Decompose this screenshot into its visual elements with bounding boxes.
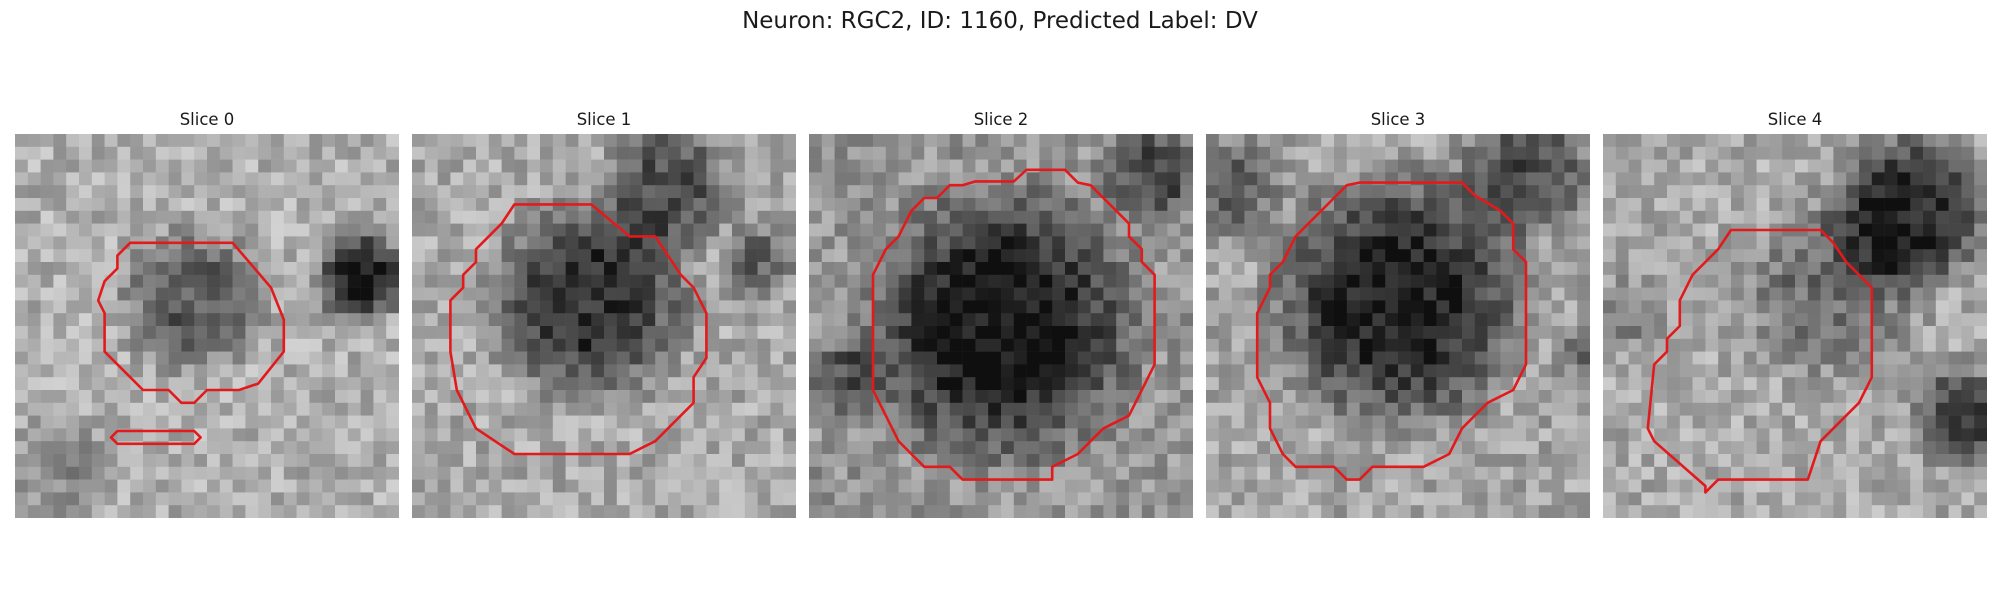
contour-main (96, 241, 286, 405)
slice-title: Slice 2 (973, 110, 1029, 129)
slice-panel-3: Slice 3 (1206, 110, 1590, 518)
slice-image (809, 134, 1193, 518)
segmentation-contour (449, 203, 708, 456)
grayscale-patch (1206, 134, 1590, 518)
slice-panel-2: Slice 2 (809, 110, 1193, 518)
grayscale-patch (412, 134, 796, 518)
contour-main (871, 168, 1156, 481)
grayscale-patch (1603, 134, 1987, 518)
figure-title: Neuron: RGC2, ID: 1160, Predicted Label:… (742, 8, 1258, 34)
slice-panel-4: Slice 4 (1603, 110, 1987, 518)
slice-image (15, 134, 399, 518)
segmentation-contour (96, 241, 286, 446)
segmentation-contour (871, 168, 1156, 481)
slice-panel-1: Slice 1 (412, 110, 796, 518)
grayscale-patch (809, 134, 1193, 518)
slice-image (1603, 134, 1987, 518)
slice-panel-0: Slice 0 (15, 110, 399, 518)
slice-image (412, 134, 796, 518)
slice-title: Slice 3 (1370, 110, 1426, 129)
segmentation-contour (1255, 181, 1528, 481)
slice-title: Slice 0 (179, 110, 235, 129)
contour-main (1255, 181, 1528, 481)
contour-main (1646, 228, 1874, 494)
contour-secondary (109, 429, 202, 446)
contour-main (449, 203, 708, 456)
slice-title: Slice 4 (1767, 110, 1823, 129)
segmentation-contour (1646, 228, 1874, 494)
grayscale-patch (15, 134, 399, 518)
slice-image (1206, 134, 1590, 518)
slice-title: Slice 1 (576, 110, 632, 129)
